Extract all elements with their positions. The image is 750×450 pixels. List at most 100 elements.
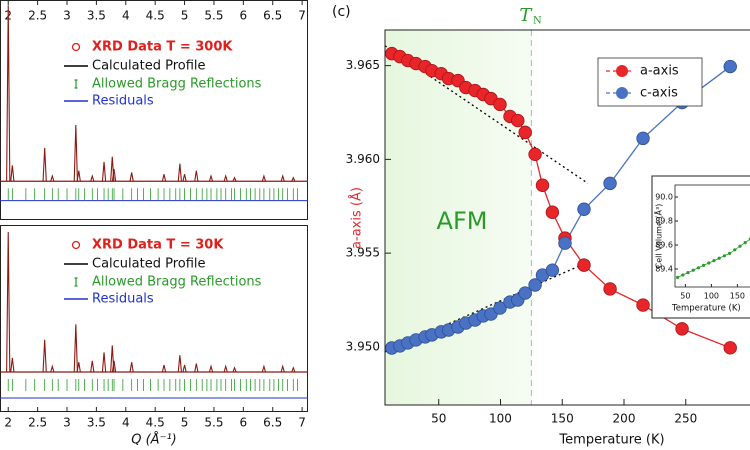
x-axis-label: Temperature (K) [671, 304, 741, 314]
x-tick-label: 100 [489, 412, 512, 426]
data-point [558, 236, 572, 250]
y-tick-label: 3.965 [346, 58, 380, 72]
peak [111, 360, 117, 373]
legend-label: Residuals [92, 292, 154, 307]
data-point [636, 298, 650, 312]
data-point [722, 254, 727, 258]
data-point [577, 258, 591, 272]
data-point [686, 271, 690, 275]
data-point [728, 251, 732, 255]
x-tick-label: 6.5 [263, 416, 282, 430]
data-point [696, 266, 701, 270]
x-tick-label: 5.5 [204, 9, 223, 23]
data-point [545, 205, 560, 219]
peak [208, 174, 214, 182]
peak [291, 176, 296, 182]
x-tick-label: 100 [704, 292, 719, 301]
x-tick-label: 2 [4, 416, 12, 430]
x-tick-label: 3 [63, 416, 71, 430]
peak [161, 364, 167, 373]
peak [111, 168, 117, 182]
legend-marker [74, 79, 78, 89]
peak [6, 231, 11, 372]
peak [50, 174, 55, 182]
region-label: AFM [437, 207, 488, 235]
peak [73, 324, 78, 372]
data-point [603, 282, 617, 296]
peak [232, 176, 237, 182]
data-point [518, 125, 532, 140]
inset-panel: 89.489.689.890.050100150200Temperature (… [651, 175, 750, 319]
peak [261, 364, 267, 373]
peak [280, 174, 285, 182]
x-tick-label: 2.5 [28, 416, 47, 430]
legend-label: Allowed Bragg Reflections [92, 275, 262, 290]
data-point [712, 259, 716, 263]
lattice-panel: T N AFM (c) 3.950 3.955 3.960 3.965 50 100 150 200 2… [332, 4, 750, 448]
y-axis-label: a-axis (Å) [349, 187, 365, 249]
data-point [603, 176, 617, 191]
series-line [677, 238, 750, 278]
peak [73, 124, 78, 182]
x-tick-label: 200 [613, 412, 636, 426]
data-point [545, 263, 560, 277]
data-point [535, 178, 550, 192]
y-tick-label: 90.0 [655, 193, 673, 202]
x-tick-label: 6 [240, 416, 248, 430]
x-tick-label: 5 [181, 416, 189, 430]
legend-marker [74, 277, 78, 287]
data-point [636, 131, 650, 146]
x-tick-label: 5 [181, 9, 189, 23]
panel-label: (c) [332, 4, 351, 20]
peak [291, 366, 296, 373]
x-tick-label: 4 [122, 9, 130, 23]
x-tick-label: 250 [674, 412, 697, 426]
legend-label: Residuals [92, 94, 154, 109]
data-point [511, 113, 525, 128]
x-axis-label: Q (Å⁻¹) [131, 432, 176, 448]
legend-label: Calculated Profile [92, 257, 206, 272]
plot-frame [384, 29, 750, 406]
x-tick-label: 2.5 [28, 9, 47, 23]
legend-marker [616, 65, 628, 77]
plot-area [385, 45, 737, 355]
y-tick-label: 3.950 [346, 339, 380, 353]
peak [182, 364, 187, 373]
peak [42, 339, 47, 372]
y-tick-label: 89.6 [655, 241, 673, 250]
y-tick-label: 89.8 [655, 217, 673, 226]
x-tick-label: 5.5 [204, 416, 223, 430]
x-tick-label: 6 [240, 9, 248, 23]
peak [208, 364, 214, 373]
data-point [717, 256, 721, 260]
legend-label: XRD Data T = 300K [92, 40, 233, 55]
x-tick-label: 4.5 [146, 9, 165, 23]
peak [101, 352, 107, 373]
data-point [733, 248, 737, 252]
legend-label: XRD Data T = 30K [92, 238, 224, 253]
peak [223, 364, 228, 373]
data-point [577, 202, 591, 216]
data-point [493, 301, 507, 315]
panel-frame [0, 225, 308, 412]
x-tick-label: 4 [122, 416, 130, 430]
legend-box [597, 57, 703, 107]
legend-label: Calculated Profile [92, 59, 206, 74]
peak [101, 161, 107, 182]
y-tick-label: 3.955 [346, 246, 380, 260]
tn-sub: N [533, 16, 542, 27]
data-point [723, 59, 737, 74]
peak [280, 364, 285, 373]
legend-label: a-axis [640, 64, 679, 79]
data-point [723, 341, 737, 355]
x-tick-label: 50 [680, 292, 690, 301]
legend-marker [71, 240, 81, 250]
x-tick-label: 4.5 [146, 416, 165, 430]
data-point [528, 147, 542, 162]
y-axis-label: Cell Volume (Å³) [653, 204, 664, 269]
x-tick-label: 3 [63, 9, 71, 23]
x-axis-label: Temperature (K) [558, 433, 664, 448]
x-tick-label: 150 [551, 412, 574, 426]
